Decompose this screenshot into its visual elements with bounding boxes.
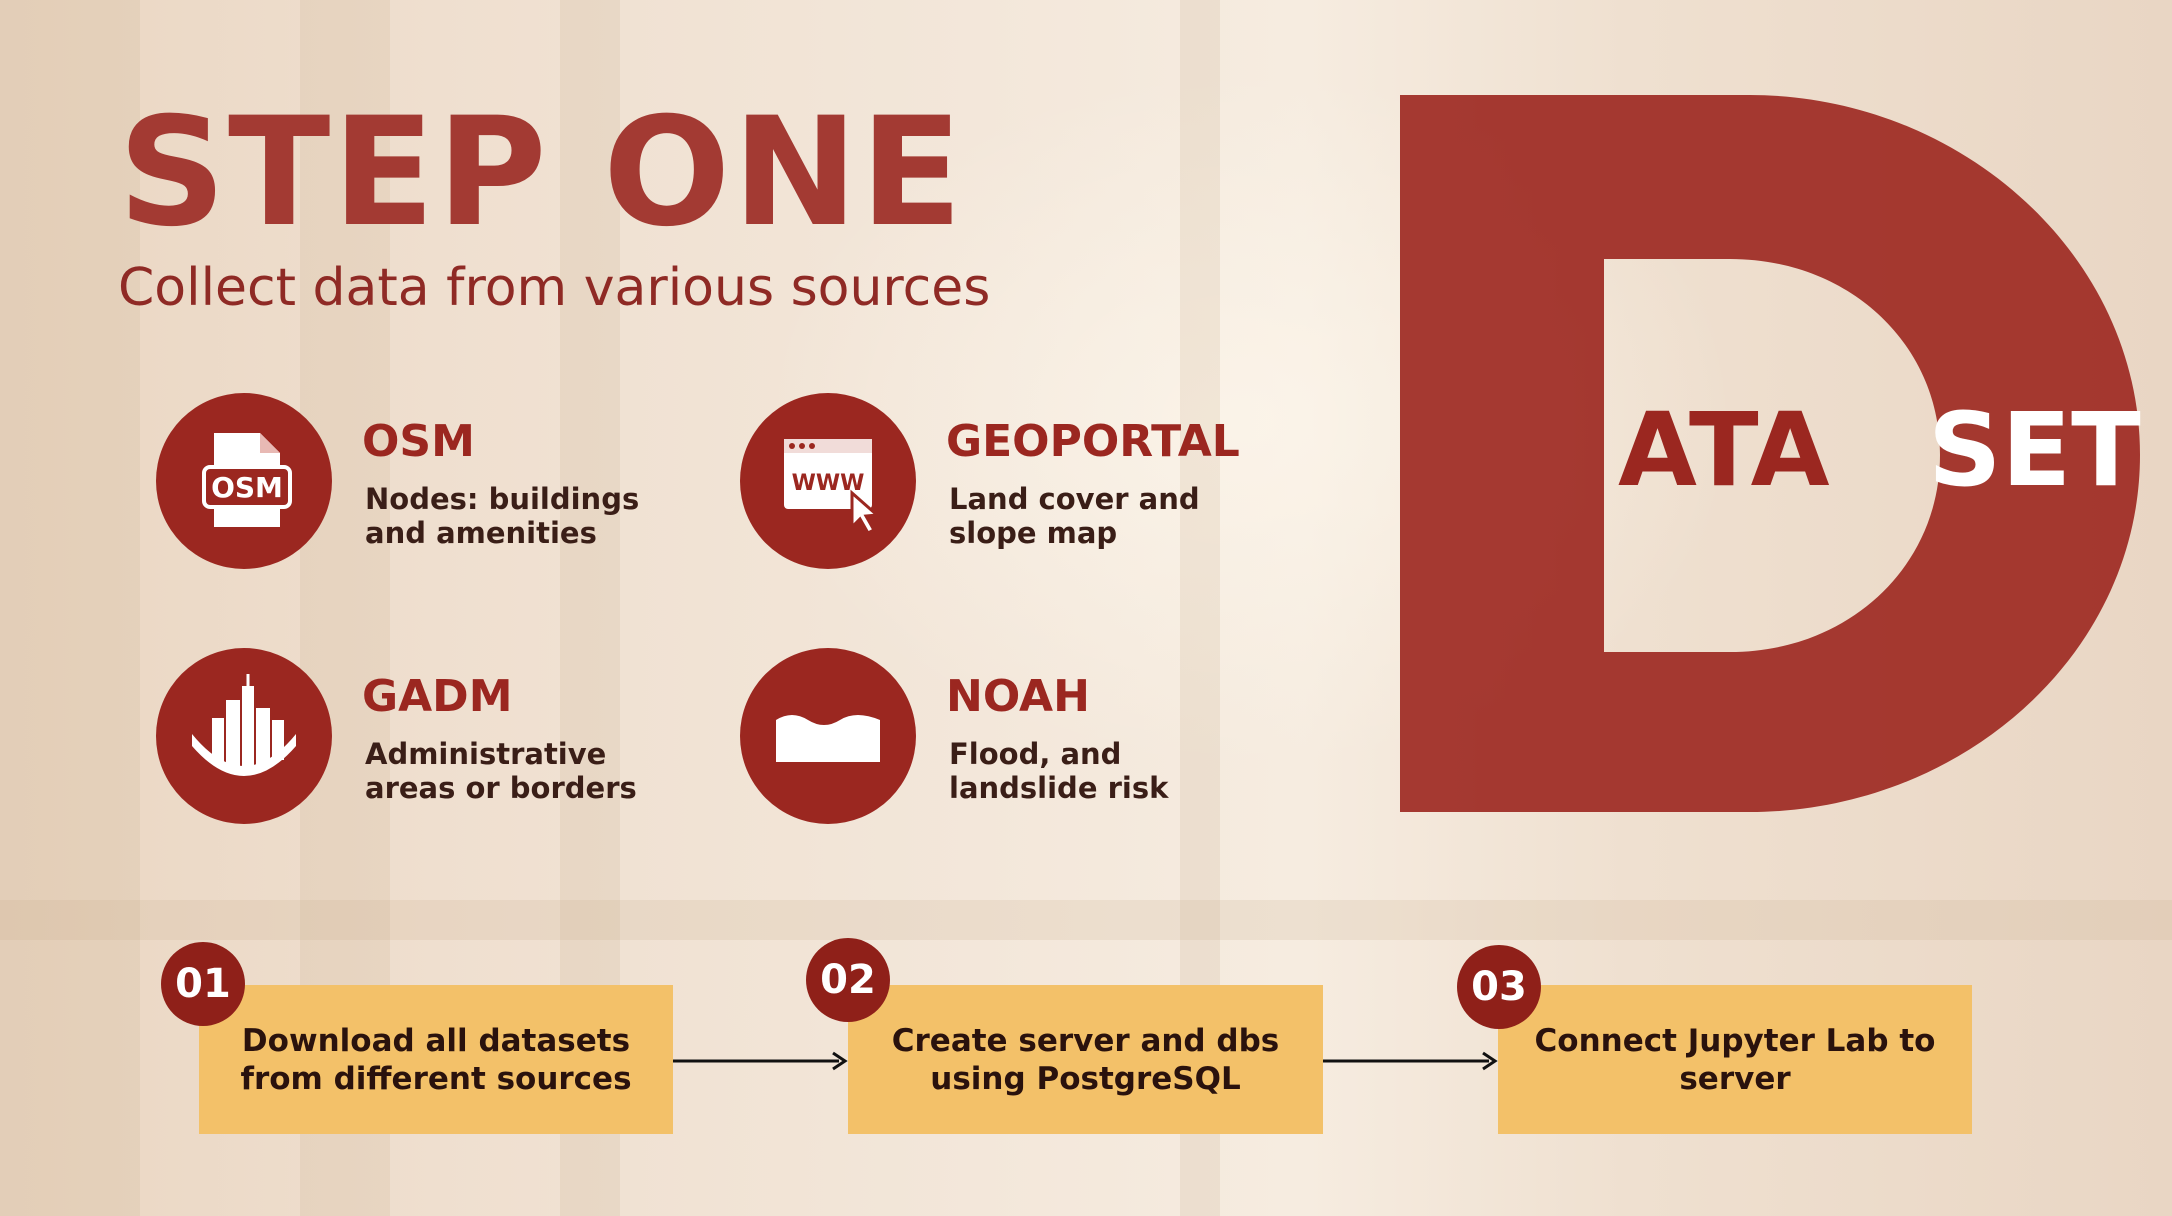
page-subtitle: Collect data from various sources [118,258,991,318]
source-desc-gadm: Administrative areas or borders [365,737,637,805]
dataset-right-word: SET [1928,391,2141,510]
step-label-2: Create server and dbs using PostgreSQL [891,1022,1280,1097]
web-browser-cursor-icon: WWW [784,439,881,535]
wave-flood-icon [776,715,880,762]
city-skyline-icon [192,674,296,776]
background-pillar [0,0,140,1216]
step-box-1: Download all datasets from different sou… [199,985,673,1134]
source-name-noah: NOAH [946,671,1090,722]
step-number-badge-3: 03 [1457,945,1541,1029]
step-box-3: Connect Jupyter Lab to server [1498,985,1972,1134]
source-name-geoportal: GEOPORTAL [946,416,1240,467]
background-rail [0,900,2172,940]
geoportal-icon-circle: WWW [740,393,916,569]
step-label-1: Download all datasets from different sou… [240,1022,632,1097]
arrow-right-icon [1323,1051,1498,1071]
step-label-3: Connect Jupyter Lab to server [1534,1022,1936,1097]
svg-text:WWW: WWW [792,471,865,496]
page-title: STEP ONE [118,86,965,260]
source-desc-noah: Flood, and landslide risk [949,737,1169,805]
step-number-badge-1: 01 [161,942,245,1026]
source-desc-geoportal: Land cover and slope map [949,482,1200,550]
dataset-left-word: ATA [1618,391,1830,510]
osm-icon-circle: OSM [156,393,332,569]
step-box-2: Create server and dbs using PostgreSQL [848,985,1323,1134]
gadm-icon-circle [156,648,332,824]
osm-file-icon: OSM [202,433,292,527]
step-number-badge-2: 02 [806,938,890,1022]
noah-icon-circle [740,648,916,824]
arrow-right-icon [673,1051,848,1071]
source-desc-osm: Nodes: buildings and amenities [365,482,640,550]
source-name-osm: OSM [362,416,475,467]
source-name-gadm: GADM [362,671,513,722]
svg-text:OSM: OSM [211,471,283,504]
big-letter-d-graphic [1400,95,2140,812]
